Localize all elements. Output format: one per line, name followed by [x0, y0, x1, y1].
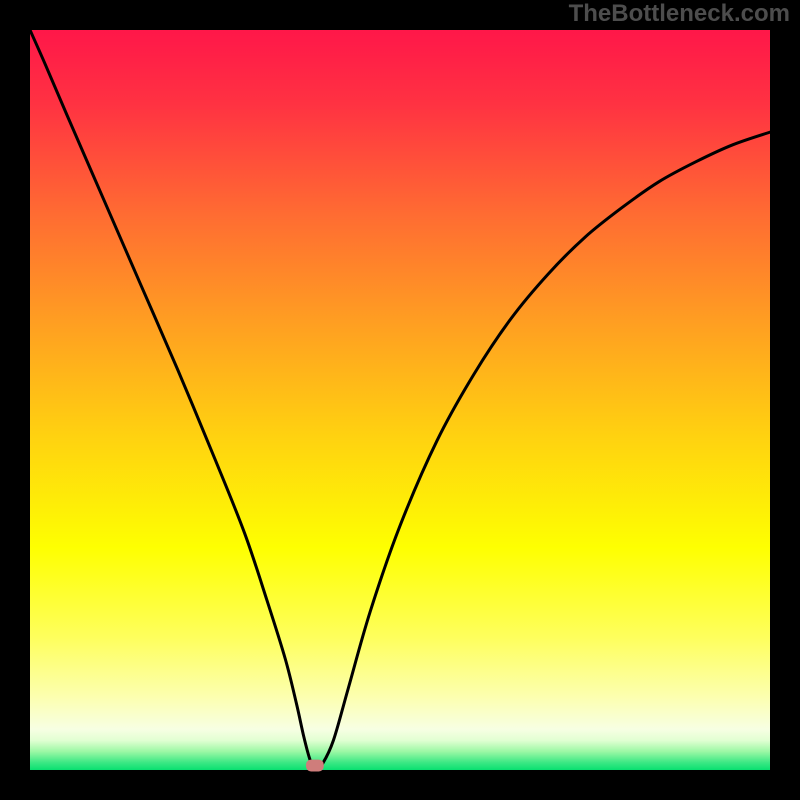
bottleneck-chart: TheBottleneck.com: [0, 0, 800, 800]
minimum-marker: [306, 760, 324, 772]
chart-svg: [0, 0, 800, 800]
plot-area: [30, 30, 770, 770]
